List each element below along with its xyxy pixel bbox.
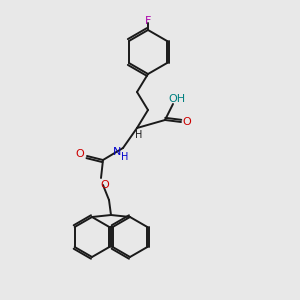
Text: OH: OH <box>168 94 186 104</box>
Text: O: O <box>183 117 191 127</box>
Text: H: H <box>135 130 143 140</box>
Text: O: O <box>100 180 109 190</box>
Text: F: F <box>145 16 151 26</box>
Text: N: N <box>113 147 121 157</box>
Text: O: O <box>76 149 84 159</box>
Text: H: H <box>121 152 129 162</box>
